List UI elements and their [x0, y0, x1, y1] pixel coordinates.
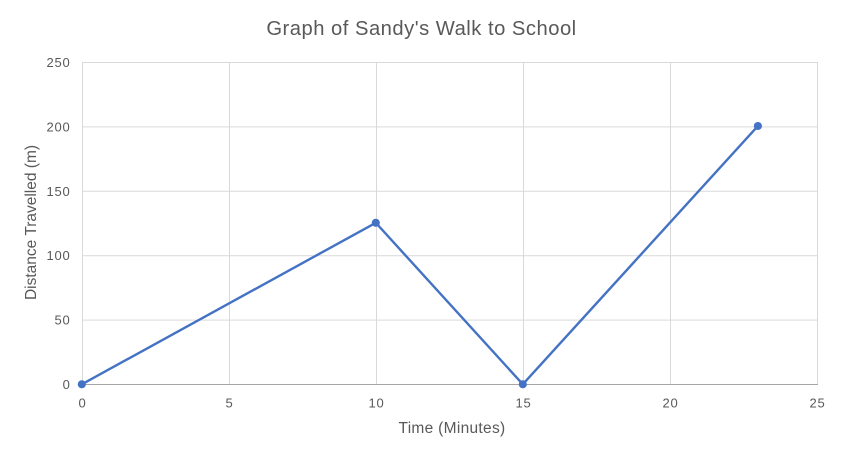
- svg-text:Time (Minutes): Time (Minutes): [399, 420, 506, 437]
- svg-text:150: 150: [47, 184, 71, 199]
- svg-text:200: 200: [47, 119, 71, 134]
- svg-text:5: 5: [225, 396, 233, 411]
- svg-text:25: 25: [809, 396, 825, 411]
- svg-text:10: 10: [368, 396, 384, 411]
- svg-text:Graph of Sandy's Walk to Schoo: Graph of Sandy's Walk to School: [266, 18, 576, 40]
- svg-text:15: 15: [515, 396, 531, 411]
- svg-text:0: 0: [63, 377, 71, 392]
- svg-text:100: 100: [47, 248, 71, 263]
- svg-text:250: 250: [47, 55, 71, 70]
- svg-text:0: 0: [78, 396, 86, 411]
- svg-text:50: 50: [55, 313, 71, 328]
- svg-text:Distance Travelled (m): Distance Travelled (m): [23, 145, 40, 300]
- svg-text:20: 20: [662, 396, 678, 411]
